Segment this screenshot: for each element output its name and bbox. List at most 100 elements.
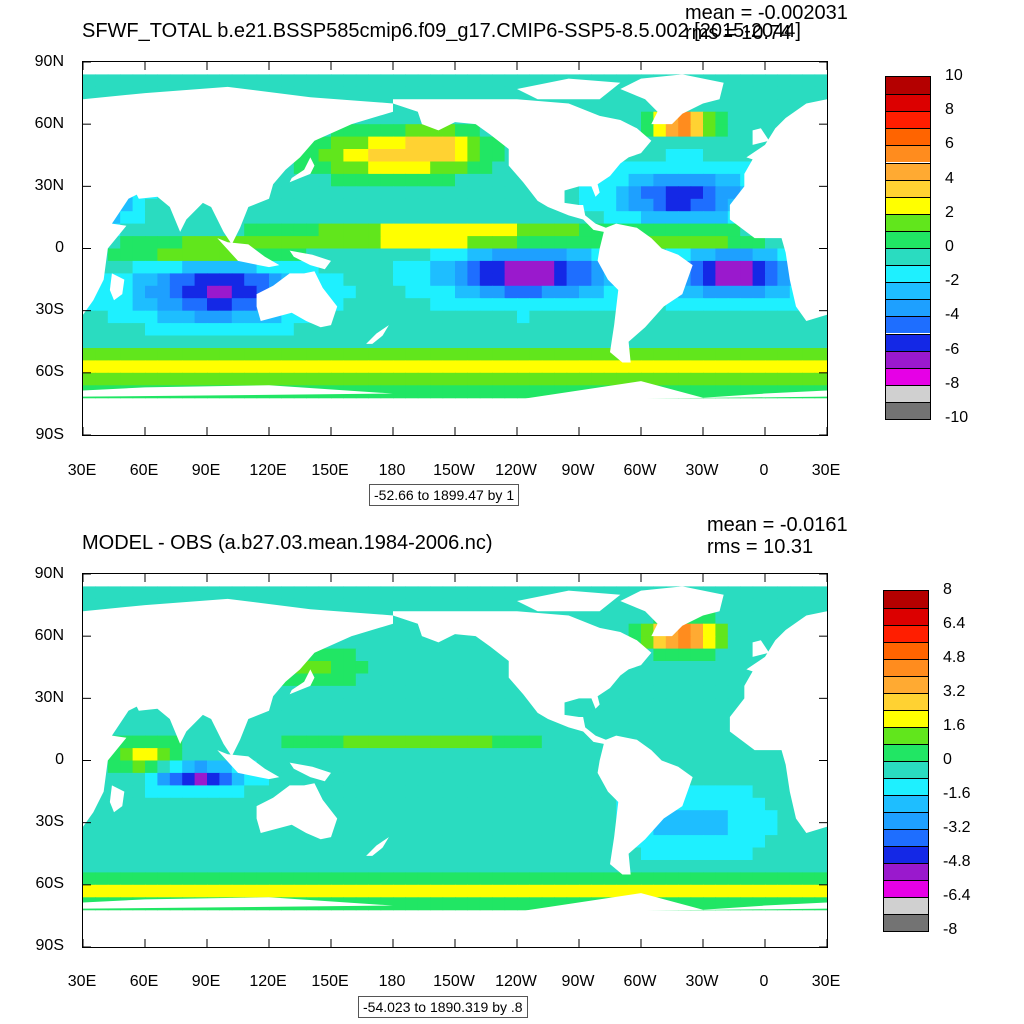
field-cell xyxy=(331,748,344,762)
colorbar-swatch xyxy=(886,196,930,214)
field-cell xyxy=(603,710,617,724)
field-cell xyxy=(752,586,766,600)
field-cell xyxy=(703,360,716,374)
field-cell xyxy=(541,335,555,349)
field-cell xyxy=(541,348,555,361)
lat-tick-label: 60S xyxy=(35,363,64,380)
field-cell xyxy=(430,385,444,399)
field-cell xyxy=(368,198,382,212)
field-cell xyxy=(405,847,419,861)
field-cell xyxy=(405,124,419,138)
field-cell xyxy=(343,822,357,836)
field-cell xyxy=(504,74,518,88)
lat-tick-label: 90N xyxy=(34,53,64,70)
field-cell xyxy=(653,173,667,187)
field-cell xyxy=(244,74,258,88)
field-cell xyxy=(765,785,778,799)
field-cell xyxy=(814,586,827,600)
field-cell xyxy=(393,835,406,849)
field-cell xyxy=(405,673,419,687)
field-cell xyxy=(479,835,493,849)
field-cell xyxy=(566,335,580,349)
field-cell xyxy=(579,236,592,250)
field-cell xyxy=(467,797,481,811)
field-cell xyxy=(616,586,630,600)
field-cell xyxy=(715,323,729,337)
field-cell xyxy=(442,211,456,225)
field-cell xyxy=(579,285,592,299)
field-cell xyxy=(442,710,456,724)
field-cell xyxy=(777,310,791,324)
field-cell xyxy=(591,785,605,799)
field-cell xyxy=(269,223,282,237)
field-cell xyxy=(343,673,357,687)
field-cell xyxy=(405,685,419,699)
field-cell xyxy=(442,173,456,187)
field-cell xyxy=(157,260,171,274)
field-cell xyxy=(504,211,518,225)
field-cell xyxy=(628,211,642,225)
field-cell xyxy=(380,198,394,212)
field-cell xyxy=(777,772,791,786)
field-cell xyxy=(281,884,295,898)
colorbar-swatch xyxy=(884,863,928,880)
field-cell xyxy=(417,260,431,274)
field-cell xyxy=(343,698,357,712)
field-cell xyxy=(331,884,344,898)
field-cell xyxy=(430,698,444,712)
field-cell xyxy=(244,260,258,274)
field-cell xyxy=(343,223,357,237)
field-cell xyxy=(467,273,481,287)
field-cell xyxy=(653,360,667,374)
field-cell xyxy=(380,124,394,138)
field-cell xyxy=(107,872,121,886)
field-cell xyxy=(566,847,580,861)
field-cell xyxy=(380,822,394,836)
field-cell xyxy=(665,822,679,836)
field-cell xyxy=(802,598,816,612)
field-cell xyxy=(529,586,543,600)
field-cell xyxy=(107,586,121,600)
field-cell xyxy=(703,685,716,699)
field-cell xyxy=(628,360,642,374)
field-cell xyxy=(653,348,667,361)
field-cell xyxy=(318,860,332,873)
field-cell xyxy=(740,323,754,337)
field-cell xyxy=(244,810,258,824)
field-cell xyxy=(752,884,766,898)
field-cell xyxy=(479,323,493,337)
field-cell xyxy=(430,586,444,600)
field-cell xyxy=(157,323,171,337)
field-cell xyxy=(777,835,791,849)
field-cell xyxy=(591,372,605,386)
field-cell xyxy=(690,648,704,662)
field-cell xyxy=(554,822,568,836)
field-cell xyxy=(368,710,382,724)
field-cell xyxy=(517,835,530,849)
field-cell xyxy=(231,335,245,349)
field-cell xyxy=(194,360,208,374)
field-cell xyxy=(182,74,196,88)
field-cell xyxy=(566,748,580,762)
field-cell xyxy=(194,248,208,262)
field-cell xyxy=(814,884,827,898)
field-cell xyxy=(566,285,580,299)
field-cell xyxy=(393,797,406,811)
field-cell xyxy=(715,698,729,712)
field-cell xyxy=(380,623,394,637)
field-cell xyxy=(479,847,493,861)
field-cell xyxy=(244,860,258,873)
field-cell xyxy=(157,273,171,287)
field-cell xyxy=(380,710,394,724)
field-cell xyxy=(455,211,468,225)
field-cell xyxy=(355,835,369,849)
field-cell xyxy=(318,161,332,175)
field-cell xyxy=(231,847,245,861)
field-cell xyxy=(182,884,196,898)
field-cell xyxy=(269,186,282,200)
field-cell xyxy=(244,872,258,886)
field-cell xyxy=(355,860,369,873)
field-cell xyxy=(455,186,468,200)
field-cell xyxy=(752,872,766,886)
field-cell xyxy=(132,860,146,873)
